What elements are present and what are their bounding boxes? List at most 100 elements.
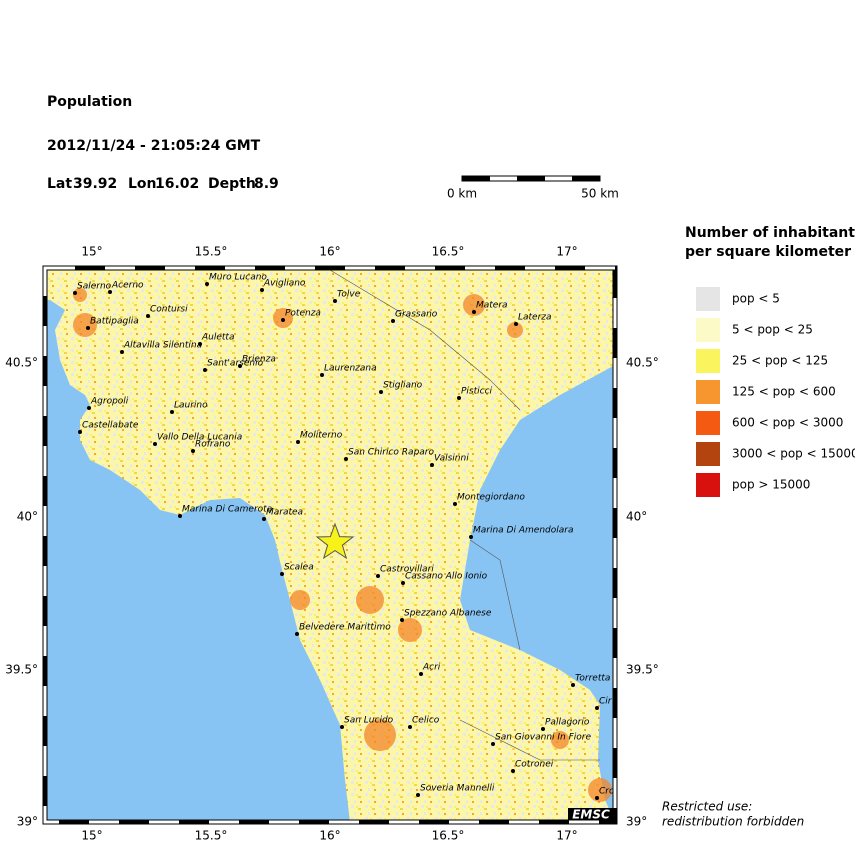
town-label: Valsinni — [434, 454, 469, 464]
lon-label: Lon — [128, 176, 157, 192]
town-label: Rofrano — [195, 440, 231, 450]
lon-tick-label: 15.5° — [195, 829, 228, 843]
town-label: Avigliano — [263, 279, 306, 289]
legend-swatch — [696, 442, 720, 466]
town-label: San Giovanni In Fiore — [495, 733, 591, 743]
town-dot — [260, 288, 264, 292]
legend-swatch — [696, 380, 720, 404]
town-dot — [205, 282, 209, 286]
town-dot — [453, 502, 457, 506]
lon-tick-label: 15° — [81, 829, 102, 843]
town-dot — [320, 373, 324, 377]
lat-tick-label: 39° — [17, 815, 38, 829]
lon-tick-label: 17° — [556, 829, 577, 843]
town-label: Auletta — [201, 333, 234, 343]
town-label: Acri — [422, 663, 441, 673]
lon-tick-label: 15.5° — [195, 245, 228, 259]
scale-start: 0 km — [447, 187, 477, 201]
town-dot — [262, 517, 266, 521]
town-dot — [87, 406, 91, 410]
town-label: Potenza — [285, 309, 321, 319]
town-dot — [457, 396, 461, 400]
lat: 39.92 — [73, 176, 117, 192]
town-dot — [469, 535, 473, 539]
legend-label: 600 < pop < 3000 — [732, 416, 843, 430]
town-label: Maratea — [266, 508, 303, 518]
town-label: Grassano — [395, 310, 438, 320]
town-dot — [238, 364, 242, 368]
town-label: Contursi — [150, 305, 188, 315]
town-dot — [430, 463, 434, 467]
town-label: Marina Di Camerota — [182, 505, 272, 515]
town-dot — [203, 368, 207, 372]
town-dot — [73, 291, 77, 295]
town-label: Montegiordano — [457, 493, 525, 503]
lat-tick-label: 40.5° — [626, 356, 659, 370]
town-label: Tolve — [337, 290, 361, 300]
lon-tick-label: 17° — [556, 245, 577, 259]
town-dot — [344, 457, 348, 461]
town-label: Cotronei — [515, 760, 554, 770]
town-label: Cassano Allo Ionio — [405, 572, 488, 582]
legend-title: per square kilometer — [685, 244, 851, 260]
lat-tick-label: 40° — [626, 510, 647, 524]
town-dot — [595, 796, 599, 800]
legend-swatch — [696, 473, 720, 497]
town-label: Castrovillari — [380, 565, 434, 575]
lon-tick-label: 16.5° — [432, 829, 465, 843]
town-dot — [146, 314, 150, 318]
lat-tick-label: 40° — [17, 510, 38, 524]
town-dot — [191, 449, 195, 453]
town-dot — [333, 299, 337, 303]
lon: 16.02 — [155, 176, 199, 192]
town-label: Sant'arsenio — [207, 359, 264, 369]
town-label: Stigliano — [383, 381, 423, 391]
town-dot — [541, 727, 545, 731]
legend-swatch — [696, 411, 720, 435]
depth-label: Depth — [208, 176, 256, 192]
town-label: Pisticci — [461, 387, 493, 397]
lat-tick-label: 40.5° — [5, 356, 38, 370]
town-dot — [153, 442, 157, 446]
town-dot — [78, 430, 82, 434]
town-label: Brienza — [242, 355, 276, 365]
town-label: Battipaglia — [90, 317, 139, 327]
town-dot — [281, 318, 285, 322]
town-label: Muro Lucano — [209, 273, 267, 283]
lat-label: Lat — [47, 176, 72, 192]
town-label: Cro — [599, 787, 615, 797]
town-label: San Lucido — [344, 716, 394, 726]
town-label: Moliterno — [300, 431, 343, 441]
town-dot — [120, 350, 124, 354]
town-label: Soveria Mannelli — [420, 784, 495, 794]
town-dot — [108, 290, 112, 294]
town-dot — [419, 672, 423, 676]
lon-tick-label: 16.5° — [432, 245, 465, 259]
legend-swatch — [696, 287, 720, 311]
depth: 8.9 — [254, 176, 279, 192]
datetime: 2012/11/24 - 21:05:24 GMT — [47, 138, 261, 154]
lat-tick-label: 39.5° — [626, 663, 659, 677]
town-label: Acerno — [111, 281, 144, 291]
town-dot — [178, 514, 182, 518]
legend: pop < 5 5 < pop < 25 25 < pop < 125 125 < p… — [696, 287, 855, 497]
title: Population — [47, 94, 132, 110]
urban-areas — [73, 288, 612, 802]
lon-tick-label: 16° — [319, 245, 340, 259]
town-dot — [401, 581, 405, 585]
legend-swatch — [696, 318, 720, 342]
town-label: Marina Di Amendolara — [473, 526, 573, 536]
town-dot — [340, 725, 344, 729]
town-label: Altavilla Silentina — [123, 341, 202, 351]
town-dot — [296, 440, 300, 444]
town-label: San Chirico Raparo — [348, 448, 434, 458]
town-dot — [391, 319, 395, 323]
town-dot — [511, 769, 515, 773]
legend-label: pop > 15000 — [732, 478, 810, 492]
town-dot — [571, 683, 575, 687]
legend-title: Number of inhabitants — [685, 225, 855, 241]
town-dot — [416, 793, 420, 797]
lon-tick-label: 16° — [319, 829, 340, 843]
